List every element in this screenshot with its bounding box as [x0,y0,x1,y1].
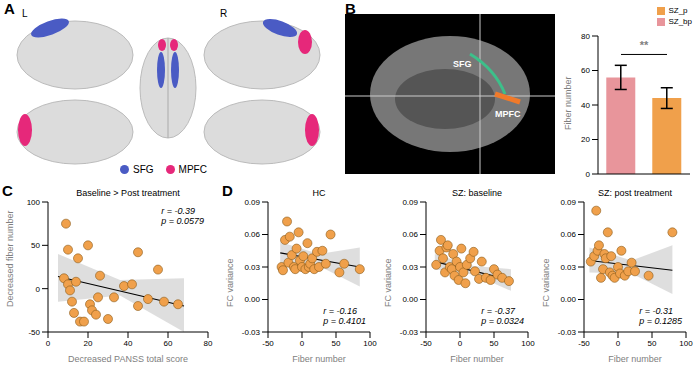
svg-text:Fiber number: Fiber number [563,76,573,130]
svg-text:Fiber number: Fiber number [608,354,662,364]
html-text:SZ: post treatment: SZ: post treatment [598,188,672,198]
svg-text:0.03: 0.03 [244,263,260,272]
svg-text:0: 0 [616,339,621,348]
svg-text:60: 60 [581,66,590,75]
html-text:p = 0.0579: p = 0.0579 [161,216,204,226]
svg-text:0.06: 0.06 [402,230,418,239]
html-text:MPFC: MPFC [178,164,207,175]
svg-text:60: 60 [164,339,173,348]
svg-text:0.06: 0.06 [244,230,260,239]
svg-text:20: 20 [84,339,93,348]
html-text:SZ_bp: SZ_bp [668,17,692,26]
svg-text:100: 100 [363,339,377,348]
svg-text:-50: -50 [420,339,432,348]
svg-text:0.03: 0.03 [560,263,576,272]
svg-text:40: 40 [581,101,590,110]
svg-text:100: 100 [27,198,41,207]
svg-text:-50: -50 [262,339,274,348]
html-text:p = 0.4101: p = 0.4101 [323,316,366,326]
svg-text:Fiber number: Fiber number [292,354,346,364]
svg-text:0.03: 0.03 [402,263,418,272]
svg-text:-0.03: -0.03 [400,328,419,337]
html-text:p = 0.1285: p = 0.1285 [639,316,682,326]
svg-text:Decreased PANSS total score: Decreased PANSS total score [68,354,188,364]
svg-text:50: 50 [332,339,341,348]
svg-text:0.09: 0.09 [402,198,418,207]
svg-text:-0.03: -0.03 [242,328,261,337]
svg-text:100: 100 [521,339,535,348]
svg-text:-0.03: -0.03 [558,328,577,337]
html-text:L: L [22,8,28,19]
svg-text:-50: -50 [578,339,590,348]
svg-text:80: 80 [204,339,213,348]
svg-text:-50: -50 [28,328,40,337]
html-text:HC: HC [312,188,326,198]
html-text:r = -0.31: r = -0.31 [639,306,673,316]
svg-text:0: 0 [36,285,41,294]
html-text:SZ: baseline: SZ: baseline [452,188,502,198]
html-text:r = -0.39: r = -0.39 [161,206,195,216]
svg-text:Decreased fiber number: Decreased fiber number [5,210,15,307]
html-text:C: C [2,182,13,199]
html-text:SZ_p: SZ_p [668,6,688,15]
svg-text:Fiber number: Fiber number [450,354,504,364]
svg-text:50: 50 [31,241,40,250]
svg-text:0.06: 0.06 [560,230,576,239]
html-text:D: D [222,182,233,199]
svg-text:0.00: 0.00 [560,295,576,304]
html-text:SFG: SFG [133,164,154,175]
html-text:r = -0.37: r = -0.37 [481,306,515,316]
svg-text:0.00: 0.00 [244,295,260,304]
html-text:A: A [4,0,15,17]
svg-text:0: 0 [46,339,51,348]
svg-text:50: 50 [648,339,657,348]
html-text:B: B [345,0,356,17]
svg-text:100: 100 [679,339,693,348]
html-text:r = -0.16: r = -0.16 [323,306,357,316]
html-text:Baseline > Post treatment: Baseline > Post treatment [76,188,180,198]
svg-text:**: ** [640,39,649,51]
svg-text:FC variance: FC variance [383,258,393,307]
svg-text:0: 0 [586,170,591,179]
svg-text:0: 0 [300,339,305,348]
svg-text:50: 50 [490,339,499,348]
html-text:SFG: SFG [453,59,472,69]
svg-text:FC variance: FC variance [541,258,551,307]
svg-text:40: 40 [124,339,133,348]
svg-text:FC variance: FC variance [225,258,235,307]
html-text:R: R [220,8,228,19]
svg-text:80: 80 [581,32,590,41]
html-text:p = 0.0324: p = 0.0324 [481,316,524,326]
svg-text:0.00: 0.00 [402,295,418,304]
svg-text:0.09: 0.09 [244,198,260,207]
html-text:MPFC: MPFC [495,109,521,119]
svg-text:0: 0 [458,339,463,348]
svg-text:20: 20 [581,135,590,144]
svg-text:0.09: 0.09 [560,198,576,207]
